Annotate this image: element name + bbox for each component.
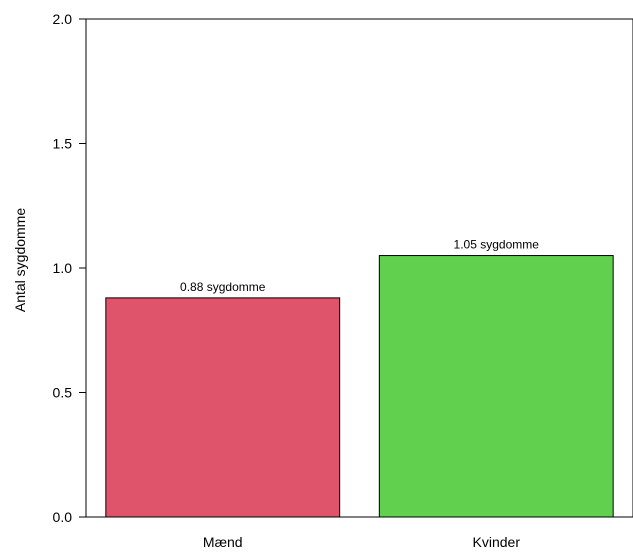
data-labels: 0.88 sygdomme 1.05 sygdomme bbox=[180, 238, 539, 294]
y-tick-label: 1.5 bbox=[53, 136, 73, 152]
y-tick-label: 0.5 bbox=[53, 385, 73, 401]
y-tick-label: 1.0 bbox=[53, 260, 73, 276]
bar bbox=[105, 297, 341, 518]
x-category-label: Kvinder bbox=[473, 534, 521, 550]
plot-frame bbox=[85, 18, 633, 518]
bar-data-label: 1.05 sygdomme bbox=[454, 238, 540, 252]
bar bbox=[378, 255, 614, 518]
y-tick-label: 2.0 bbox=[53, 11, 73, 27]
x-category-label: Mænd bbox=[203, 534, 243, 550]
y-axis-label: Antal sygdomme bbox=[12, 208, 28, 312]
y-axis-ticks: 0.0 0.5 1.0 1.5 2.0 bbox=[53, 11, 86, 525]
bars bbox=[105, 255, 614, 518]
y-tick-label: 0.0 bbox=[53, 509, 73, 525]
x-axis-categories: Mænd Kvinder bbox=[203, 534, 520, 550]
bar-data-label: 0.88 sygdomme bbox=[180, 280, 266, 294]
